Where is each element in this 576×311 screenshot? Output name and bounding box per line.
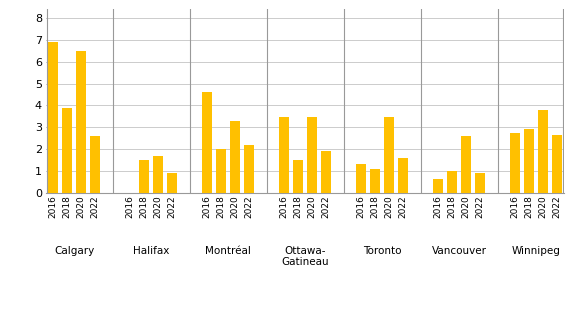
Bar [370,169,380,193]
Bar [153,156,163,193]
Bar [244,145,254,193]
Bar [48,42,58,193]
Bar [552,135,562,193]
Bar [524,129,534,193]
Bar [168,173,177,193]
Text: Ottawa-
Gatineau: Ottawa- Gatineau [282,246,329,267]
Bar [510,133,520,193]
Bar [139,160,149,193]
Text: Vancouver: Vancouver [432,246,487,256]
Bar [90,136,100,193]
Bar [433,179,443,193]
Bar [475,173,485,193]
Text: Winnipeg: Winnipeg [511,246,560,256]
Bar [217,149,226,193]
Bar [308,118,317,193]
Bar [77,51,86,193]
Text: Montréal: Montréal [206,246,251,256]
Bar [230,121,240,193]
Bar [461,136,471,193]
Text: Calgary: Calgary [54,246,94,256]
Bar [357,165,366,193]
Text: Toronto: Toronto [363,246,401,256]
Bar [293,160,303,193]
Bar [399,158,408,193]
Bar [384,118,394,193]
Text: Halifax: Halifax [133,246,169,256]
Bar [202,92,212,193]
Bar [279,118,289,193]
Bar [321,151,331,193]
Bar [62,108,72,193]
Bar [448,171,457,193]
Bar [539,110,548,193]
